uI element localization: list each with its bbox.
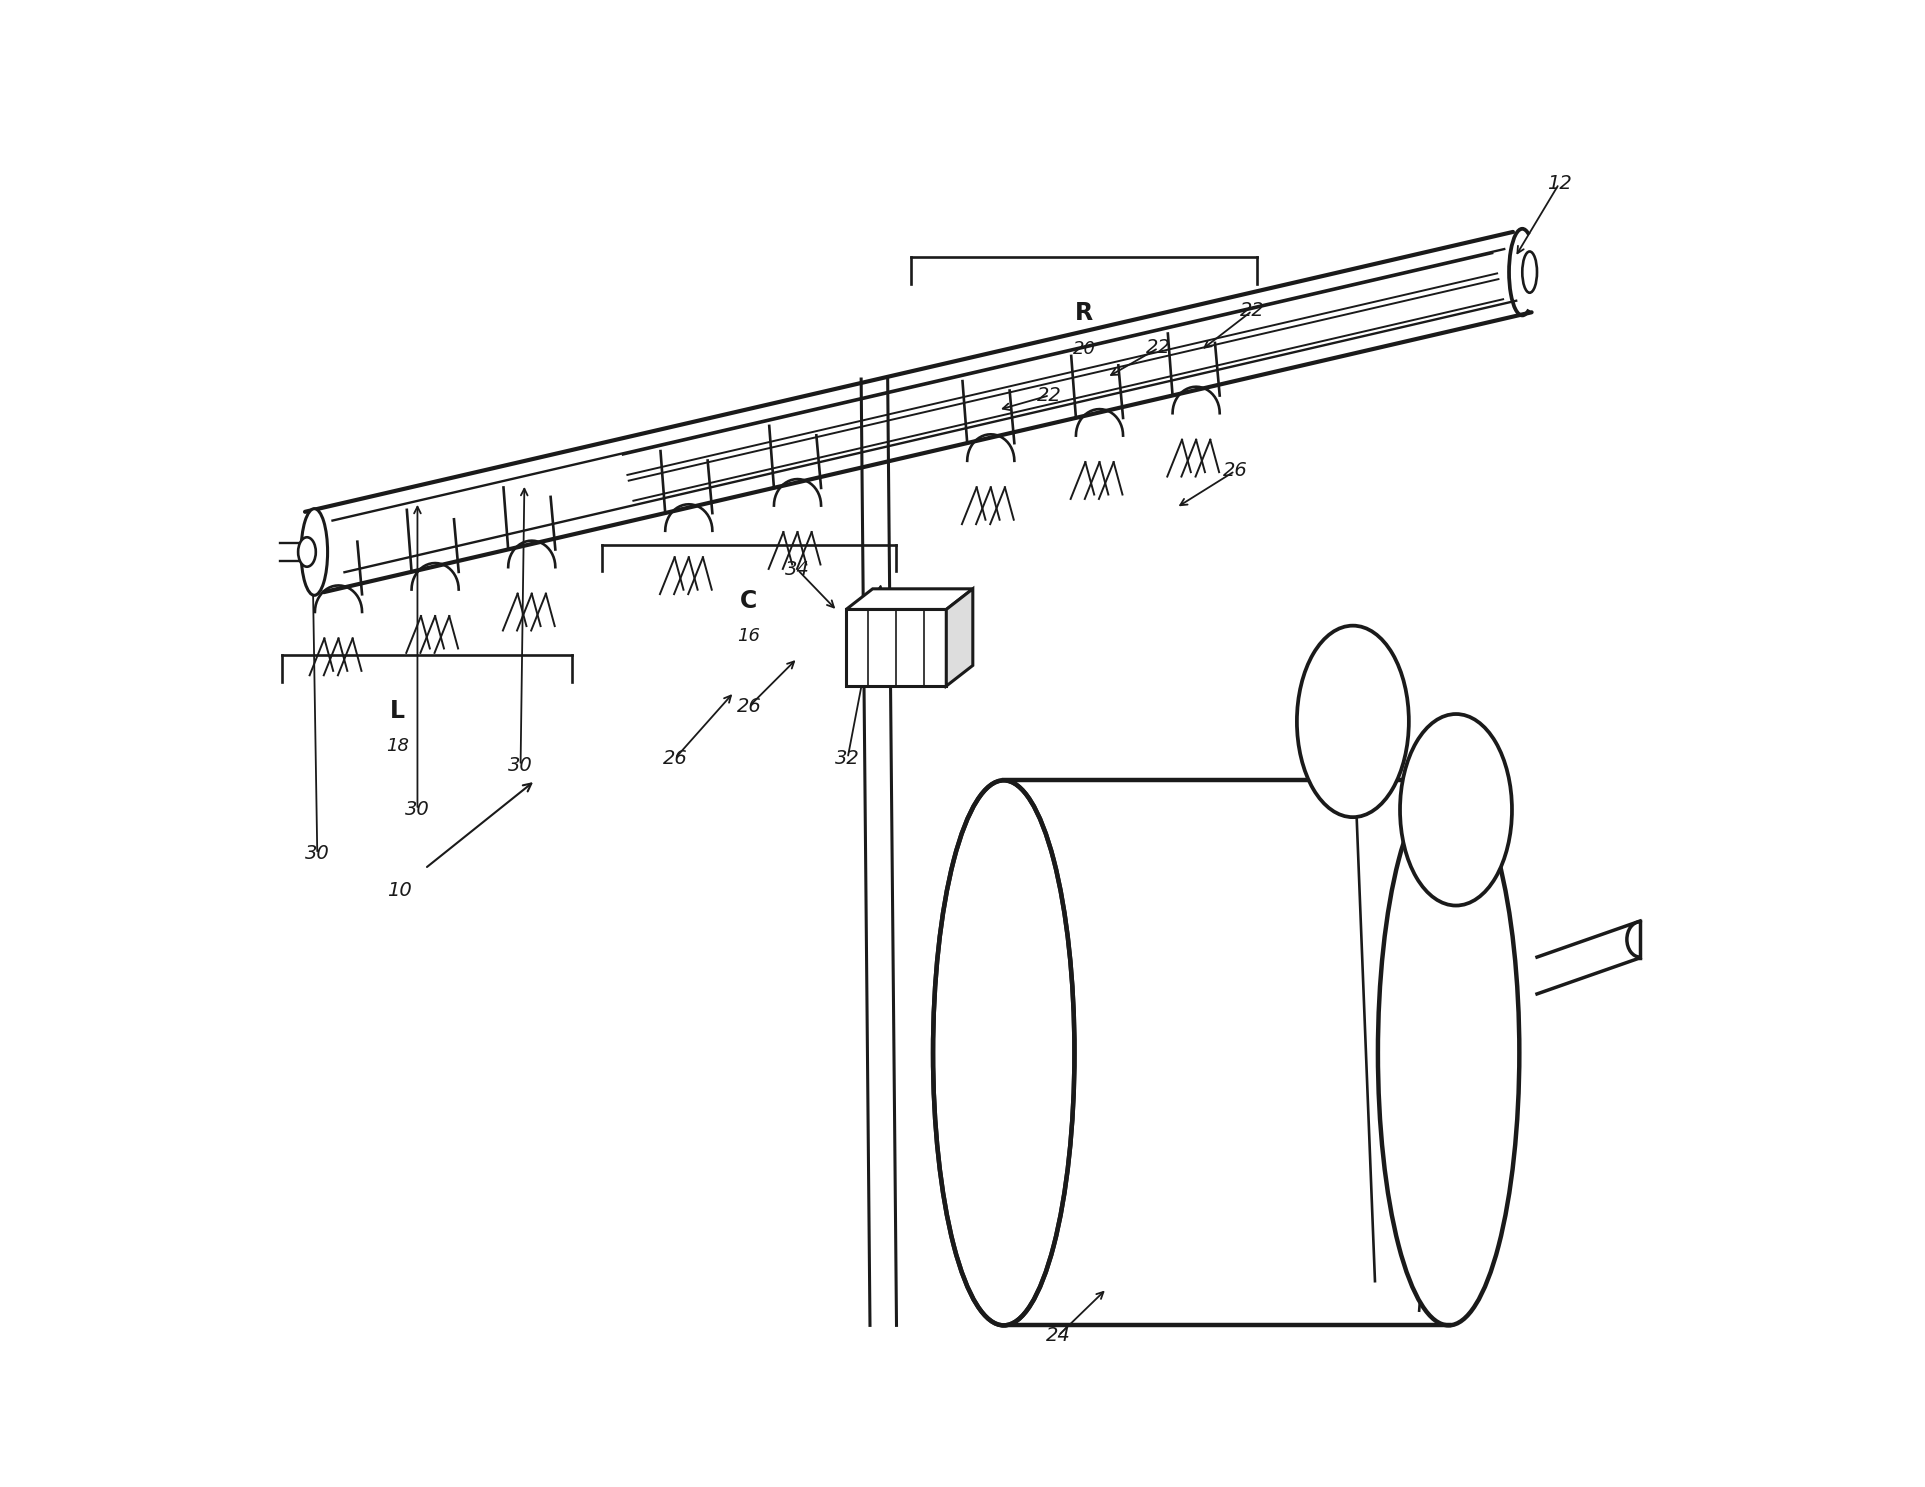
Text: R: R: [1074, 302, 1093, 326]
Ellipse shape: [298, 537, 316, 567]
Ellipse shape: [1523, 251, 1536, 293]
Text: 20: 20: [1072, 339, 1095, 358]
Ellipse shape: [300, 509, 327, 595]
Text: 12: 12: [1546, 174, 1571, 193]
Ellipse shape: [1297, 626, 1409, 818]
Text: 10: 10: [387, 882, 412, 900]
Text: 22: 22: [1038, 385, 1063, 404]
Text: 26: 26: [662, 749, 687, 767]
Text: 32: 32: [835, 749, 860, 767]
Ellipse shape: [1399, 714, 1511, 906]
Polygon shape: [847, 589, 972, 610]
Text: 18: 18: [387, 738, 408, 755]
Ellipse shape: [934, 782, 1072, 1323]
Bar: [847, 610, 947, 686]
Text: 22: 22: [1145, 339, 1170, 357]
Text: 26: 26: [1222, 461, 1247, 480]
Text: 16: 16: [737, 628, 760, 645]
Text: 34: 34: [785, 561, 810, 578]
Text: 24: 24: [1045, 1326, 1070, 1346]
Text: 26: 26: [737, 697, 760, 717]
Text: 30: 30: [404, 800, 429, 819]
Text: C: C: [741, 589, 758, 613]
Ellipse shape: [1378, 781, 1519, 1325]
Text: 22: 22: [1240, 302, 1265, 320]
Text: 30: 30: [508, 755, 533, 775]
Ellipse shape: [934, 781, 1074, 1325]
Text: 30: 30: [304, 845, 329, 864]
Polygon shape: [947, 589, 972, 686]
Text: L: L: [391, 699, 404, 723]
